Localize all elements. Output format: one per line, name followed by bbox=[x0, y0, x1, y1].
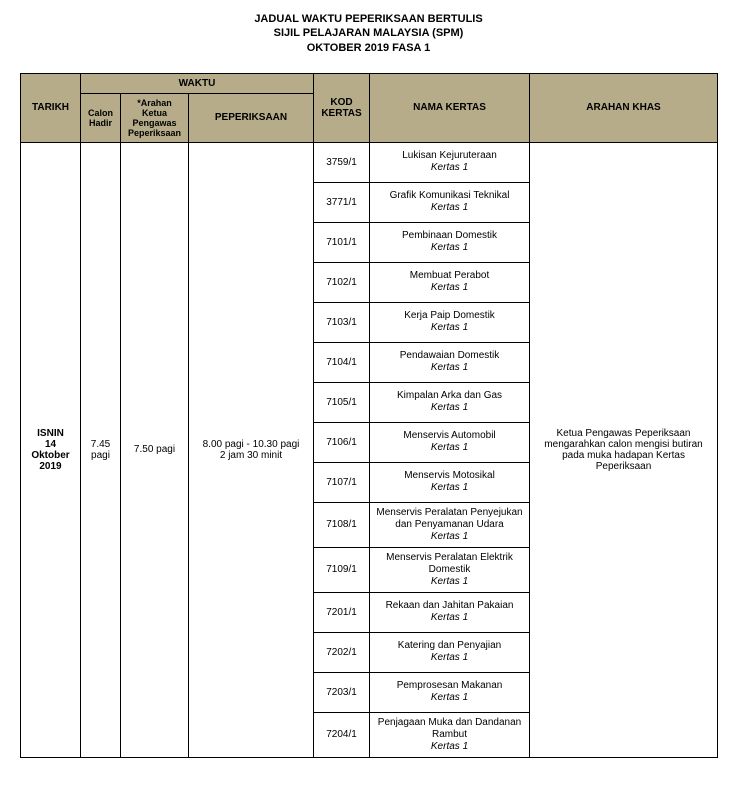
paper-title: Menservis Automobil bbox=[374, 430, 525, 442]
kod-kertas-cell: 7103/1 bbox=[314, 302, 370, 342]
nama-kertas-cell: Pemprosesan MakananKertas 1 bbox=[370, 672, 530, 712]
paper-subtitle: Kertas 1 bbox=[374, 442, 525, 454]
paper-title: Grafik Komunikasi Teknikal bbox=[374, 190, 525, 202]
paper-subtitle: Kertas 1 bbox=[374, 652, 525, 664]
title-line-2: SIJIL PELAJARAN MALAYSIA (SPM) bbox=[20, 26, 717, 40]
paper-title: Membuat Perabot bbox=[374, 270, 525, 282]
kod-kertas-cell: 7201/1 bbox=[314, 592, 370, 632]
table-row: ISNIN14 Oktober 20197.45 pagi7.50 pagi8.… bbox=[21, 142, 718, 182]
paper-subtitle: Kertas 1 bbox=[374, 612, 525, 624]
header-peperiksaan: PEPERIKSAAN bbox=[189, 93, 314, 142]
day-label: ISNIN bbox=[25, 428, 76, 439]
title-line-3: OKTOBER 2019 FASA 1 bbox=[20, 41, 717, 55]
paper-subtitle: Kertas 1 bbox=[374, 741, 525, 753]
kod-kertas-cell: 7105/1 bbox=[314, 382, 370, 422]
paper-subtitle: Kertas 1 bbox=[374, 322, 525, 334]
paper-subtitle: Kertas 1 bbox=[374, 402, 525, 414]
paper-title: Pemprosesan Makanan bbox=[374, 680, 525, 692]
header-tarikh: TARIKH bbox=[21, 73, 81, 142]
nama-kertas-cell: Pendawaian DomestikKertas 1 bbox=[370, 342, 530, 382]
date-label: 14 Oktober 2019 bbox=[25, 439, 76, 472]
kod-kertas-cell: 7104/1 bbox=[314, 342, 370, 382]
exam-timetable: TARIKH WAKTU KOD KERTAS NAMA KERTAS ARAH… bbox=[20, 73, 718, 758]
header-calon: Calon Hadir bbox=[81, 93, 121, 142]
header-khas: ARAHAN KHAS bbox=[530, 73, 718, 142]
paper-subtitle: Kertas 1 bbox=[374, 282, 525, 294]
nama-kertas-cell: Menservis Peralatan Penyejukan dan Penya… bbox=[370, 502, 530, 547]
paper-subtitle: Kertas 1 bbox=[374, 242, 525, 254]
exam-duration: 2 jam 30 minit bbox=[193, 450, 309, 461]
nama-kertas-cell: Rekaan dan Jahitan PakaianKertas 1 bbox=[370, 592, 530, 632]
calon-hadir-cell: 7.45 pagi bbox=[81, 142, 121, 757]
nama-kertas-cell: Menservis AutomobilKertas 1 bbox=[370, 422, 530, 462]
paper-title: Lukisan Kejuruteraan bbox=[374, 150, 525, 162]
document-title: JADUAL WAKTU PEPERIKSAAN BERTULIS SIJIL … bbox=[20, 12, 717, 55]
table-header: TARIKH WAKTU KOD KERTAS NAMA KERTAS ARAH… bbox=[21, 73, 718, 142]
paper-title: Penjagaan Muka dan Dandanan Rambut bbox=[374, 717, 525, 741]
table-body: ISNIN14 Oktober 20197.45 pagi7.50 pagi8.… bbox=[21, 142, 718, 757]
nama-kertas-cell: Menservis Peralatan Elektrik DomestikKer… bbox=[370, 547, 530, 592]
kod-kertas-cell: 3759/1 bbox=[314, 142, 370, 182]
kod-kertas-cell: 7202/1 bbox=[314, 632, 370, 672]
paper-title: Kimpalan Arka dan Gas bbox=[374, 390, 525, 402]
paper-subtitle: Kertas 1 bbox=[374, 202, 525, 214]
paper-subtitle: Kertas 1 bbox=[374, 531, 525, 543]
nama-kertas-cell: Grafik Komunikasi TeknikalKertas 1 bbox=[370, 182, 530, 222]
arahan-ketua-cell: 7.50 pagi bbox=[121, 142, 189, 757]
nama-kertas-cell: Lukisan KejuruteraanKertas 1 bbox=[370, 142, 530, 182]
nama-kertas-cell: Pembinaan DomestikKertas 1 bbox=[370, 222, 530, 262]
nama-kertas-cell: Kimpalan Arka dan GasKertas 1 bbox=[370, 382, 530, 422]
nama-kertas-cell: Membuat PerabotKertas 1 bbox=[370, 262, 530, 302]
kod-kertas-cell: 7107/1 bbox=[314, 462, 370, 502]
date-cell: ISNIN14 Oktober 2019 bbox=[21, 142, 81, 757]
peperiksaan-cell: 8.00 pagi - 10.30 pagi2 jam 30 minit bbox=[189, 142, 314, 757]
paper-title: Menservis Peralatan Elektrik Domestik bbox=[374, 552, 525, 576]
paper-subtitle: Kertas 1 bbox=[374, 362, 525, 374]
paper-title: Menservis Peralatan Penyejukan dan Penya… bbox=[374, 507, 525, 531]
paper-title: Rekaan dan Jahitan Pakaian bbox=[374, 600, 525, 612]
paper-title: Pendawaian Domestik bbox=[374, 350, 525, 362]
paper-title: Menservis Motosikal bbox=[374, 470, 525, 482]
kod-kertas-cell: 7204/1 bbox=[314, 712, 370, 757]
paper-title: Pembinaan Domestik bbox=[374, 230, 525, 242]
kod-kertas-cell: 7101/1 bbox=[314, 222, 370, 262]
paper-subtitle: Kertas 1 bbox=[374, 482, 525, 494]
kod-kertas-cell: 7108/1 bbox=[314, 502, 370, 547]
paper-subtitle: Kertas 1 bbox=[374, 162, 525, 174]
exam-time: 8.00 pagi - 10.30 pagi bbox=[193, 439, 309, 450]
paper-subtitle: Kertas 1 bbox=[374, 576, 525, 588]
paper-title: Katering dan Penyajian bbox=[374, 640, 525, 652]
kod-kertas-cell: 7106/1 bbox=[314, 422, 370, 462]
nama-kertas-cell: Menservis MotosikalKertas 1 bbox=[370, 462, 530, 502]
nama-kertas-cell: Penjagaan Muka dan Dandanan RambutKertas… bbox=[370, 712, 530, 757]
header-arahan-ketua: *Arahan Ketua Pengawas Peperiksaan bbox=[121, 93, 189, 142]
paper-subtitle: Kertas 1 bbox=[374, 692, 525, 704]
kod-kertas-cell: 7203/1 bbox=[314, 672, 370, 712]
header-nama: NAMA KERTAS bbox=[370, 73, 530, 142]
arahan-khas-cell: Ketua Pengawas Peperiksaan mengarahkan c… bbox=[530, 142, 718, 757]
header-kod: KOD KERTAS bbox=[314, 73, 370, 142]
paper-title: Kerja Paip Domestik bbox=[374, 310, 525, 322]
nama-kertas-cell: Katering dan PenyajianKertas 1 bbox=[370, 632, 530, 672]
nama-kertas-cell: Kerja Paip DomestikKertas 1 bbox=[370, 302, 530, 342]
kod-kertas-cell: 3771/1 bbox=[314, 182, 370, 222]
kod-kertas-cell: 7102/1 bbox=[314, 262, 370, 302]
header-waktu: WAKTU bbox=[81, 73, 314, 93]
title-line-1: JADUAL WAKTU PEPERIKSAAN BERTULIS bbox=[20, 12, 717, 26]
kod-kertas-cell: 7109/1 bbox=[314, 547, 370, 592]
